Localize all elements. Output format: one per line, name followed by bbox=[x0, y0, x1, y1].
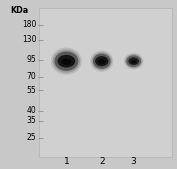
Text: KDa: KDa bbox=[10, 6, 29, 15]
Ellipse shape bbox=[62, 58, 71, 65]
Ellipse shape bbox=[92, 52, 112, 70]
Ellipse shape bbox=[131, 60, 137, 64]
Ellipse shape bbox=[51, 48, 82, 75]
Ellipse shape bbox=[98, 59, 105, 64]
Ellipse shape bbox=[90, 51, 113, 72]
Ellipse shape bbox=[53, 50, 80, 73]
Ellipse shape bbox=[95, 56, 108, 66]
Text: 180: 180 bbox=[22, 20, 36, 29]
Bar bbox=[39, 8, 172, 157]
Text: 40: 40 bbox=[27, 106, 36, 115]
Ellipse shape bbox=[126, 55, 141, 67]
Ellipse shape bbox=[55, 51, 78, 71]
Ellipse shape bbox=[93, 54, 111, 69]
Ellipse shape bbox=[125, 54, 142, 68]
Ellipse shape bbox=[128, 57, 139, 65]
Text: 70: 70 bbox=[27, 72, 36, 81]
Text: 25: 25 bbox=[27, 133, 36, 142]
Text: 3: 3 bbox=[131, 157, 136, 166]
Text: 130: 130 bbox=[22, 35, 36, 44]
Ellipse shape bbox=[124, 53, 143, 69]
Text: 55: 55 bbox=[27, 86, 36, 95]
Text: 35: 35 bbox=[27, 116, 36, 125]
Text: 2: 2 bbox=[99, 157, 105, 166]
Ellipse shape bbox=[58, 55, 75, 68]
Text: 1: 1 bbox=[64, 157, 69, 166]
Text: 95: 95 bbox=[27, 55, 36, 65]
